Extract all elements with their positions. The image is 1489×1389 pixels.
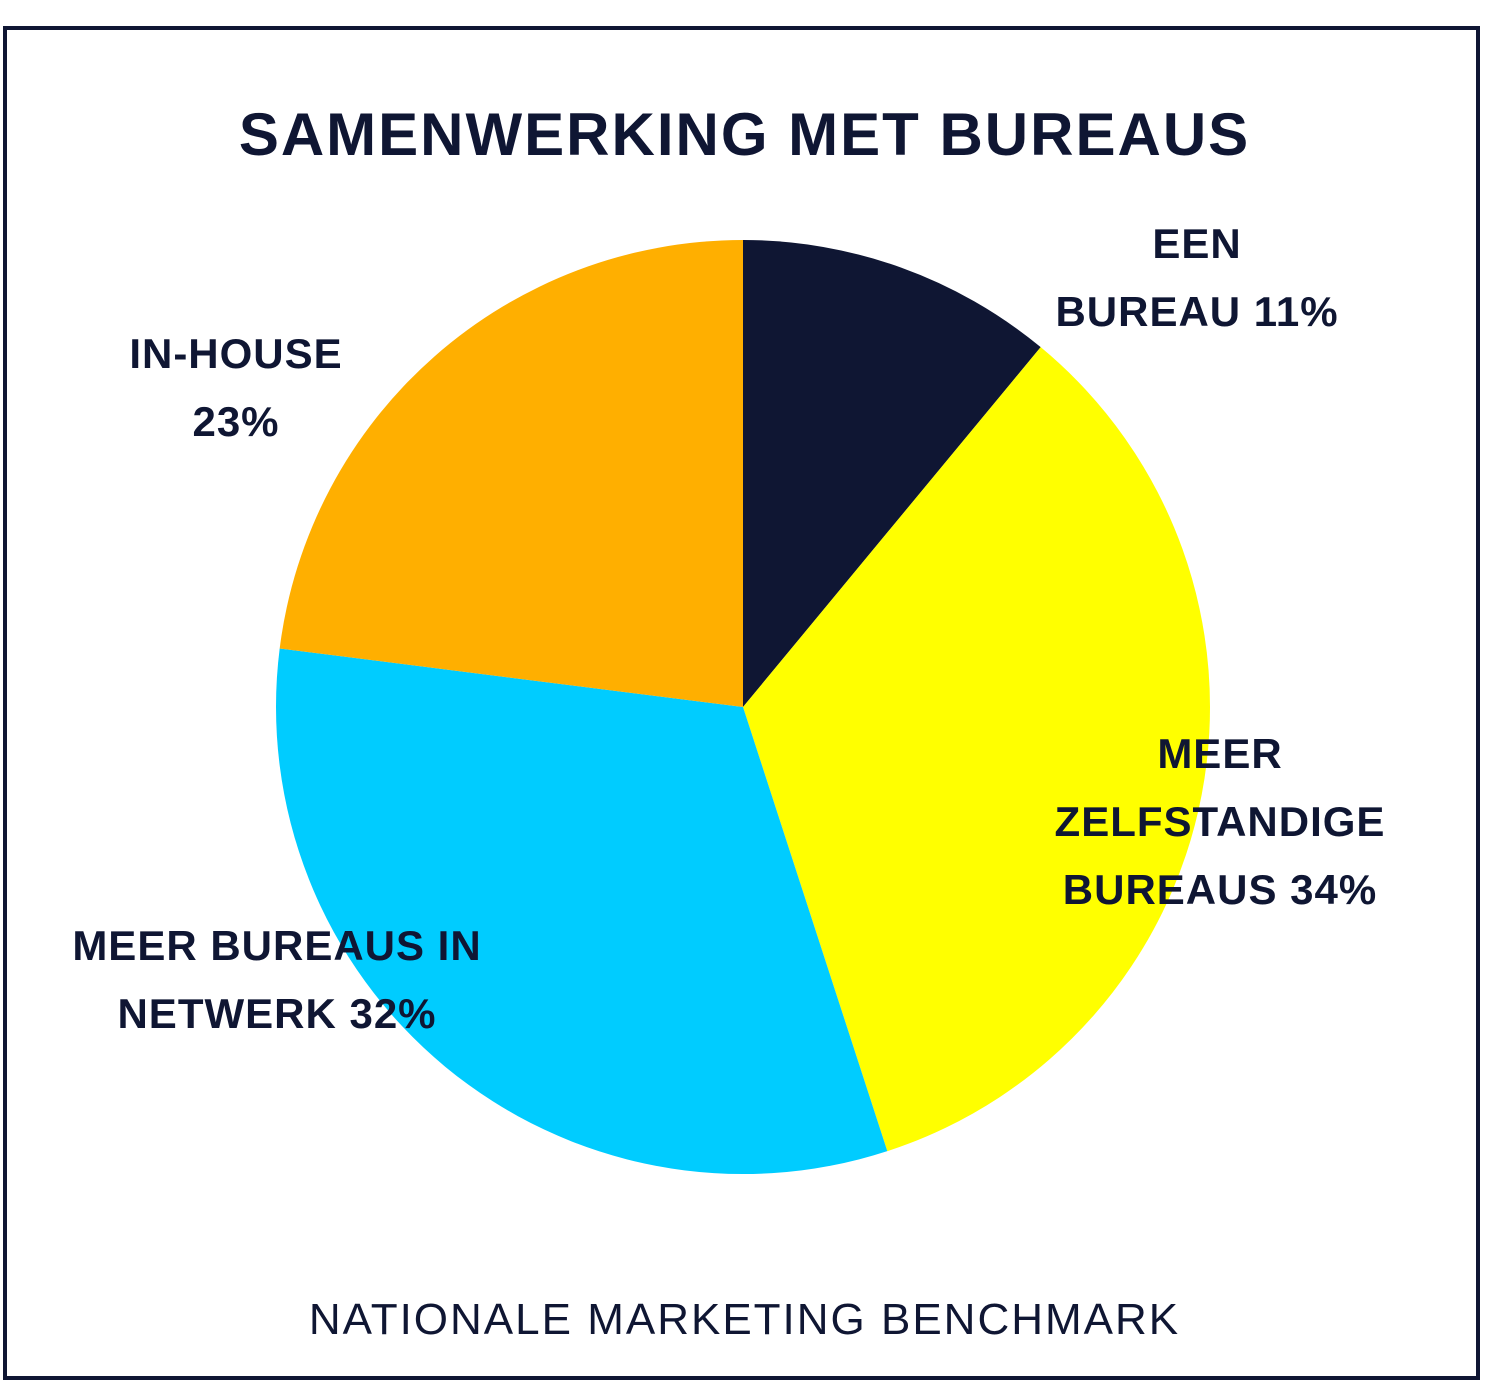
chart-frame: [3, 26, 1480, 1380]
slice-label-line: 23%: [192, 398, 279, 445]
label-meer-zelfstandige-bureaus: MEER ZELFSTANDIGE BUREAUS 34%: [1055, 730, 1386, 913]
slice-label-line: BUREAUS 34%: [1063, 866, 1377, 913]
slice-label-line: IN-HOUSE: [129, 330, 342, 377]
slice-label-line: NETWERK 32%: [117, 990, 436, 1037]
slice-label-line: ZELFSTANDIGE: [1055, 798, 1386, 845]
footer-source: NATIONALE MARKETING BENCHMARK: [308, 1295, 1181, 1344]
slice-meer-zelfstandige-bureaus: [743, 347, 1210, 1152]
slice-label-line: EEN: [1152, 220, 1241, 267]
pie-slices: [275, 240, 1210, 1174]
slice-label-line: MEER: [1157, 730, 1282, 777]
label-in-house: IN-HOUSE 23%: [129, 330, 342, 445]
slice-in-house: [279, 240, 743, 707]
pie-labels: EEN BUREAU 11% MEER ZELFSTANDIGE BUREAUS 34%…: [72, 220, 1386, 1037]
slice-een-bureau: [743, 240, 1041, 707]
slice-label-line: MEER BUREAUS IN: [72, 922, 481, 969]
label-een-bureau: EEN BUREAU 11%: [1055, 220, 1338, 335]
chart-title: SAMENWERKING MET BUREAUS: [238, 101, 1251, 168]
label-meer-bureaus-in-netwerk: MEER BUREAUS IN NETWERK 32%: [72, 922, 481, 1037]
slice-meer-bureaus-in-netwerk: [275, 648, 888, 1174]
slice-label-line: BUREAU 11%: [1055, 288, 1338, 335]
